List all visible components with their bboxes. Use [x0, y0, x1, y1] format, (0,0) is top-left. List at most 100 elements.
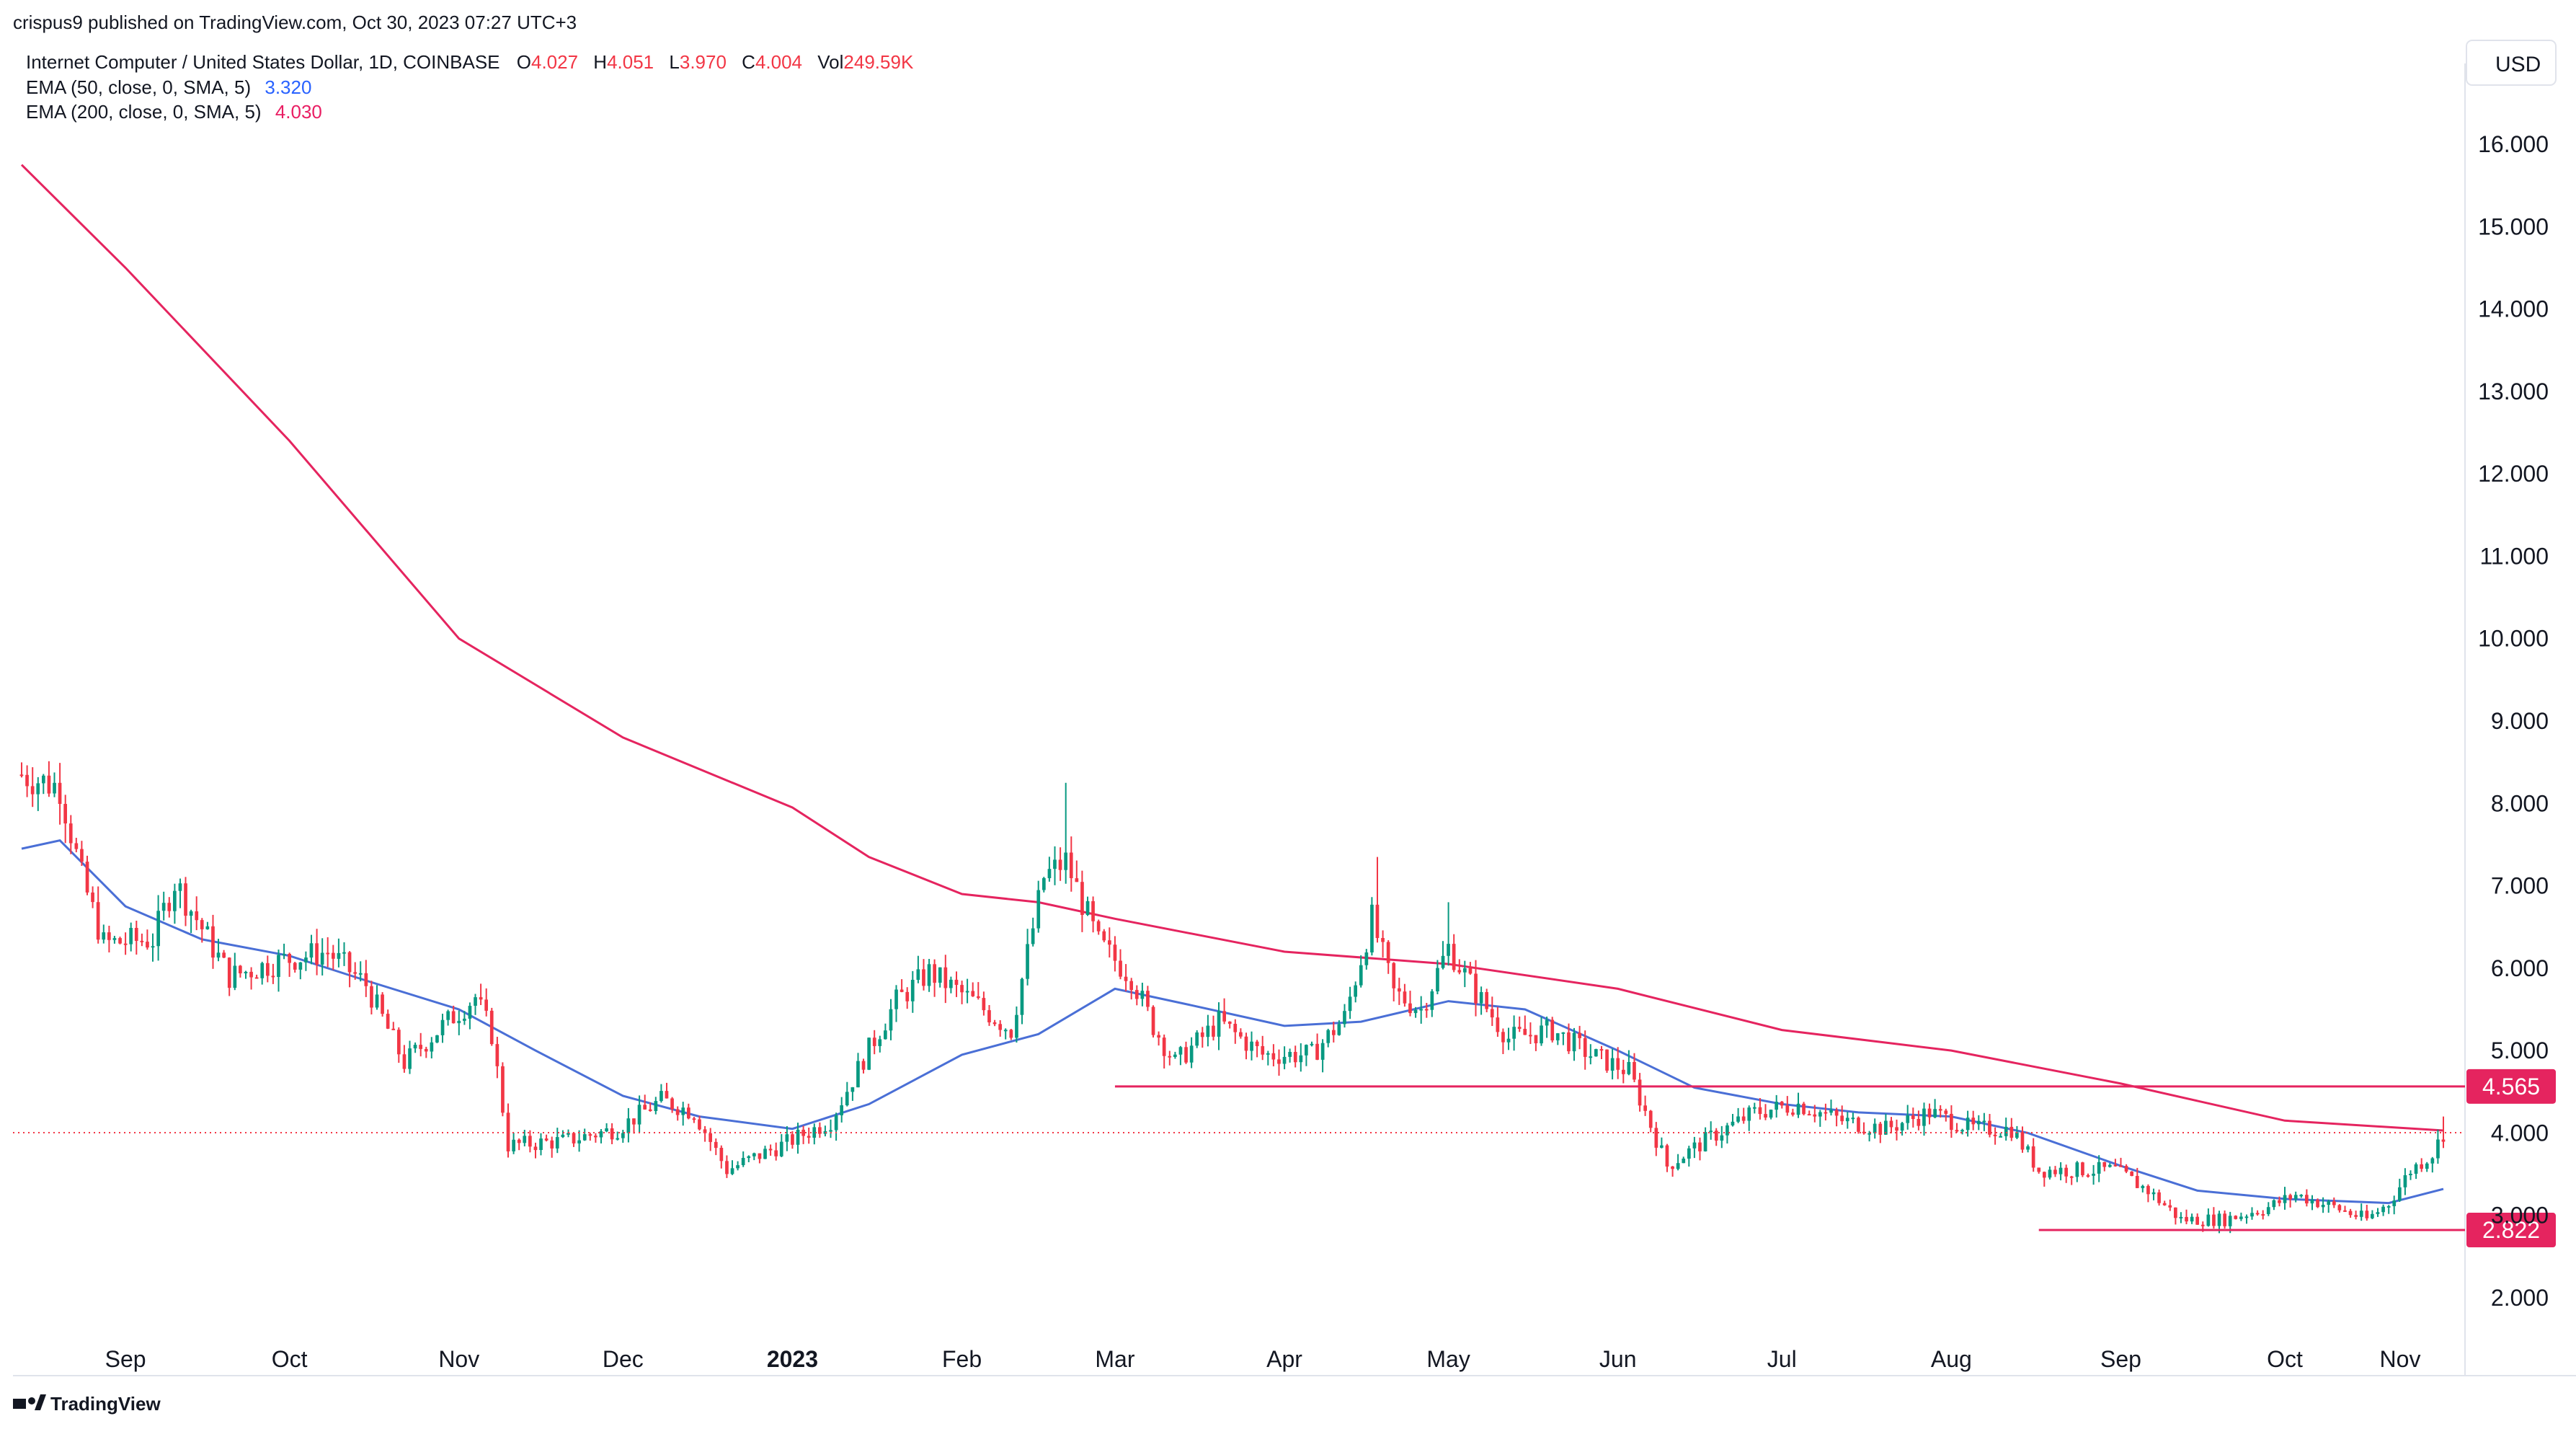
- x-tick-label: Nov: [2380, 1346, 2421, 1372]
- candle-body: [992, 1022, 997, 1025]
- candle-body: [1982, 1120, 1986, 1123]
- candle-body: [1102, 931, 1106, 941]
- candle-body: [2321, 1205, 2325, 1208]
- candle-body: [1578, 1032, 1581, 1038]
- candle-body: [1244, 1036, 1248, 1051]
- candle-body: [1036, 890, 1041, 929]
- candle-body: [435, 1035, 439, 1043]
- candle-body: [1359, 965, 1363, 986]
- candle-body: [1134, 990, 1139, 999]
- candle-body: [1129, 981, 1133, 991]
- legend-ema200-label: EMA (200, close, 0, SMA, 5): [26, 101, 262, 123]
- currency-button[interactable]: [2466, 40, 2557, 86]
- candle-body: [884, 1030, 887, 1040]
- candle-body: [1053, 859, 1057, 870]
- candle-body: [2278, 1200, 2281, 1203]
- candle-body: [1807, 1114, 1811, 1116]
- candle-body: [1348, 996, 1352, 1012]
- candle-body: [539, 1138, 543, 1150]
- candle-body: [567, 1133, 570, 1135]
- candle-body: [605, 1128, 608, 1132]
- candle-body: [1227, 1021, 1232, 1025]
- candle-body: [1753, 1107, 1756, 1109]
- candle-body: [1457, 970, 1462, 973]
- candle-body: [1966, 1118, 1970, 1131]
- y-tick-label: 2.000: [2491, 1285, 2549, 1311]
- candle-body: [1714, 1131, 1718, 1141]
- candle-body: [599, 1131, 603, 1138]
- y-tick-label: 14.000: [2478, 296, 2549, 322]
- candle-body: [347, 952, 352, 973]
- candle-body: [2293, 1195, 2298, 1200]
- candle-body: [2092, 1173, 2095, 1176]
- candle-body: [2386, 1205, 2391, 1208]
- y-tick-label: 9.000: [2491, 708, 2549, 734]
- candle-body: [80, 849, 84, 862]
- branding-text: TradingView: [50, 1393, 161, 1415]
- candle-body: [665, 1091, 669, 1099]
- candle-body: [1594, 1049, 1598, 1057]
- candle-body: [637, 1105, 641, 1125]
- time-axis[interactable]: Sep Oct Nov Dec 2023 Feb Mar Apr May Jun Jul Aug Sep…: [105, 1346, 2421, 1372]
- candle-body: [867, 1038, 871, 1070]
- candle-body: [2015, 1132, 2019, 1138]
- tradingview-logo[interactable]: TradingView: [13, 1393, 161, 1415]
- candle-body: [358, 973, 363, 975]
- candle-body: [1474, 973, 1478, 1004]
- candle-body: [774, 1150, 778, 1156]
- candle-body: [463, 1018, 466, 1021]
- candle-body: [151, 946, 155, 948]
- ema-200-line[interactable]: [20, 164, 2444, 1132]
- candle-body: [277, 955, 280, 977]
- legend-low-key: L: [669, 51, 679, 73]
- candle-body: [1419, 1009, 1423, 1011]
- candle-body: [610, 1128, 614, 1140]
- candle-body: [156, 911, 160, 947]
- candle-body: [1058, 859, 1062, 870]
- candle-body: [878, 1039, 882, 1046]
- x-tick-label: May: [1426, 1346, 1470, 1372]
- candle-body: [758, 1153, 762, 1159]
- legend-ema200-value: 4.030: [275, 101, 322, 123]
- candle-body: [916, 969, 920, 980]
- candle-body: [474, 997, 477, 1006]
- candle-body: [140, 940, 144, 942]
- candle-body: [703, 1129, 707, 1133]
- candle-body: [719, 1148, 724, 1162]
- candle-body: [413, 1045, 417, 1049]
- y-tick-label: 6.000: [2491, 955, 2549, 981]
- candle-body: [1648, 1110, 1653, 1128]
- candle-body: [779, 1141, 783, 1156]
- candle-body: [2200, 1224, 2205, 1226]
- candle-body: [582, 1134, 587, 1141]
- price-axis[interactable]: 16.000 15.000 14.000 13.000 12.000 11.000 10.0…: [2478, 131, 2549, 1311]
- candle-body: [1605, 1049, 1609, 1071]
- legend-ema50-line[interactable]: EMA (50, close, 0, SMA, 5) 3.320: [26, 76, 311, 98]
- candle-body: [211, 926, 215, 958]
- legend-ema200-line[interactable]: EMA (200, close, 0, SMA, 5) 4.030: [26, 101, 322, 123]
- candle-body: [2244, 1216, 2249, 1218]
- candle-body: [2206, 1214, 2211, 1226]
- candle-body: [2179, 1216, 2183, 1218]
- candle-body: [254, 977, 259, 979]
- candle-body: [1698, 1142, 1702, 1151]
- candle-body: [1769, 1110, 1773, 1118]
- candle-body: [1003, 1030, 1008, 1032]
- candle-body: [1517, 1027, 1522, 1029]
- candle-body: [2327, 1201, 2331, 1205]
- candle-body: [2392, 1200, 2397, 1206]
- candle-body: [53, 782, 56, 794]
- candle-body: [1080, 882, 1084, 915]
- candle-body: [501, 1066, 505, 1113]
- candle-body: [730, 1168, 734, 1174]
- candle-body: [2316, 1200, 2319, 1208]
- legend-volume-value: 249.59K: [843, 51, 914, 73]
- candle-body: [1736, 1116, 1740, 1122]
- candle-body: [577, 1140, 581, 1143]
- candle-body: [1403, 991, 1407, 1004]
- candle-body: [1261, 1046, 1265, 1055]
- candle-body: [1178, 1047, 1183, 1055]
- plot-area[interactable]: [13, 63, 2465, 1376]
- candle-body: [1168, 1056, 1172, 1058]
